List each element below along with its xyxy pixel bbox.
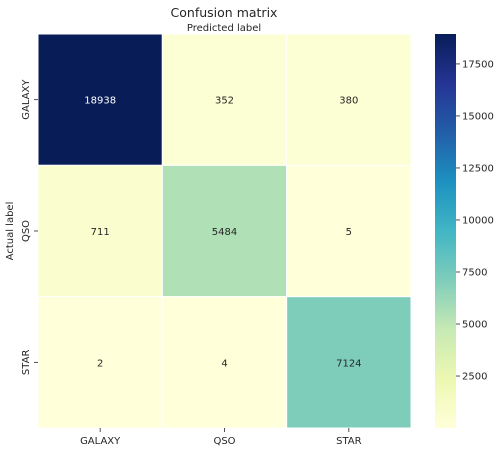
cell-value-label: 352 — [215, 96, 234, 107]
cell-value-label: 5 — [346, 227, 352, 238]
heatmap-cell-labels: 18938 352 380 711 5484 5 2 4 7124 — [84, 96, 361, 370]
heatmap-cell — [286, 33, 412, 166]
colorbar-tick-label: 5000 — [462, 320, 487, 331]
colorbar-tick-label: 17500 — [462, 59, 494, 70]
x-axis-ticks: GALAXY QSO STAR — [80, 428, 362, 447]
heatmap-cell — [161, 164, 288, 298]
y-tick-label: QSO — [21, 220, 32, 242]
y-tick-label: GALAXY — [21, 79, 32, 120]
colorbar-tick-label: 10000 — [462, 215, 494, 226]
colorbar-tick-label: 7500 — [462, 267, 487, 278]
cell-value-label: 2 — [97, 358, 103, 369]
colorbar-tick-label: 2500 — [462, 372, 487, 383]
heatmap-cell — [161, 296, 288, 429]
heatmap-cells — [37, 33, 412, 429]
cell-value-label: 7124 — [336, 358, 361, 369]
heatmap-cell — [37, 33, 163, 166]
cell-value-label: 711 — [91, 227, 110, 238]
x-tick-label: STAR — [336, 436, 362, 447]
heatmap-cell — [37, 164, 163, 298]
y-axis-ticks: GALAXY QSO STAR — [21, 79, 38, 375]
chart-title: Confusion matrix — [171, 5, 278, 20]
cell-value-label: 4 — [221, 358, 227, 369]
y-tick-label: STAR — [21, 350, 32, 376]
x-axis-label: Predicted label — [187, 23, 261, 34]
cell-value-label: 18938 — [84, 96, 116, 107]
colorbar-ticks: 2500 5000 7500 10000 12500 15000 17500 — [456, 59, 494, 383]
x-tick-label: QSO — [213, 436, 235, 447]
cell-value-label: 380 — [339, 96, 358, 107]
y-axis-label: Actual label — [5, 202, 16, 261]
colorbar — [435, 34, 456, 428]
heatmap-cell — [286, 164, 412, 298]
heatmap-cell — [161, 33, 288, 166]
colorbar-tick-label: 12500 — [462, 163, 494, 174]
x-tick-label: GALAXY — [80, 436, 121, 447]
cell-value-label: 5484 — [212, 227, 237, 238]
colorbar-tick-label: 15000 — [462, 111, 494, 122]
